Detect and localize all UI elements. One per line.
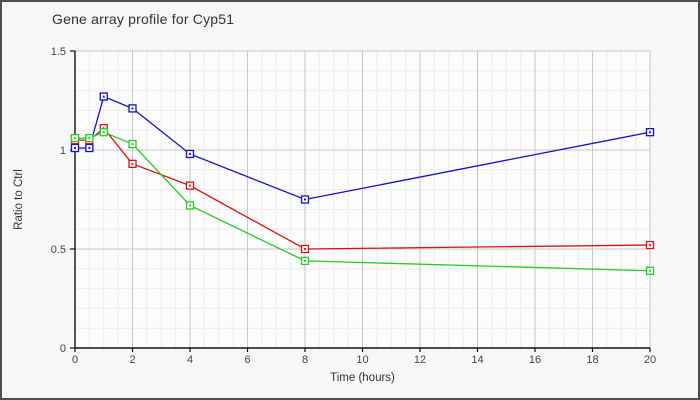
- series-green-marker-dot: [102, 131, 105, 134]
- y-tick-label: 1: [60, 145, 66, 157]
- series-green-marker-dot: [88, 137, 91, 140]
- y-tick-label: 0: [60, 343, 66, 355]
- series-green-marker-dot: [131, 142, 134, 146]
- series-red-marker-dot: [303, 247, 307, 251]
- y-tick-label: 1.5: [51, 46, 66, 58]
- series-green-marker-dot: [303, 259, 307, 262]
- x-tick-label: 18: [586, 354, 598, 366]
- series-green-marker-dot: [73, 137, 77, 140]
- series-blue-marker-dot: [131, 107, 134, 110]
- series-red-marker-dot: [648, 243, 652, 247]
- x-tick-label: 8: [302, 354, 308, 366]
- series-red-marker-dot: [188, 184, 192, 187]
- x-tick-label: 10: [356, 354, 368, 366]
- x-tick-label: 14: [471, 354, 483, 366]
- series-blue-marker-dot: [88, 146, 91, 150]
- series-red-marker-dot: [131, 162, 134, 165]
- series-blue-marker-dot: [188, 152, 192, 156]
- x-tick-label: 0: [72, 354, 78, 366]
- y-tick-label: 0.5: [51, 244, 66, 256]
- series-blue-marker-dot: [648, 131, 652, 134]
- series-green-marker-dot: [188, 204, 192, 207]
- series-blue-marker-dot: [102, 95, 105, 98]
- x-tick-label: 6: [244, 354, 250, 366]
- chart-title: Gene array profile for Cyp51: [52, 11, 235, 27]
- x-tick-label: 4: [187, 354, 193, 366]
- series-blue-marker-dot: [303, 198, 307, 201]
- series-green-marker-dot: [648, 269, 652, 272]
- x-axis-label: Time (hours): [330, 372, 395, 384]
- x-tick-label: 20: [644, 354, 656, 366]
- x-tick-label: 16: [529, 354, 541, 366]
- series-blue-marker-dot: [73, 146, 77, 150]
- y-axis-label: Ratio to Ctrl: [13, 169, 25, 230]
- x-tick-label: 2: [129, 354, 135, 366]
- x-tick-label: 12: [414, 354, 426, 366]
